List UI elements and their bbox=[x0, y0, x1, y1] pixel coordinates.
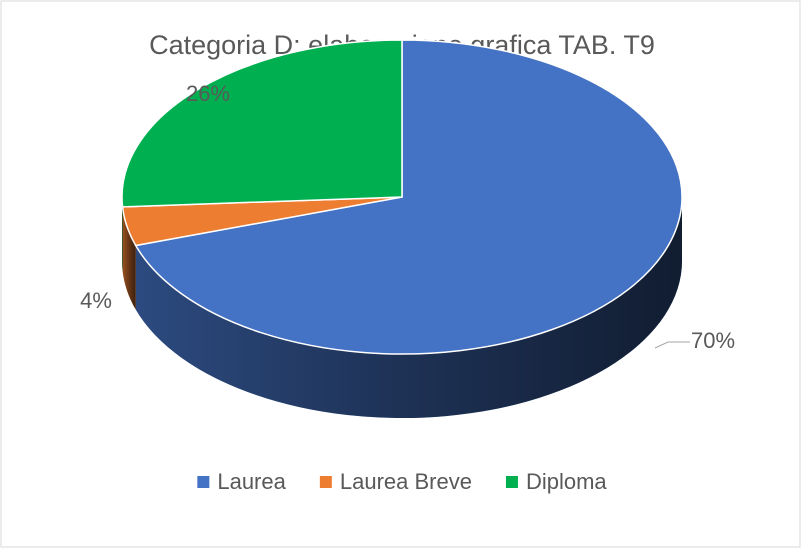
legend-label: Diploma bbox=[526, 469, 607, 494]
side-shade bbox=[122, 206, 136, 310]
legend-label: Laurea bbox=[217, 469, 286, 494]
legend-marker bbox=[319, 476, 332, 488]
leader-line bbox=[654, 341, 690, 349]
data-label: 4% bbox=[80, 288, 112, 313]
legend-marker bbox=[505, 476, 518, 488]
side-shade bbox=[135, 197, 683, 418]
slice bbox=[134, 39, 683, 355]
legend-marker bbox=[197, 476, 210, 488]
data-label: 26% bbox=[186, 81, 230, 106]
data-label: 70% bbox=[691, 328, 735, 353]
side-shade bbox=[122, 197, 123, 271]
slice bbox=[121, 39, 403, 208]
legend-label: Laurea Breve bbox=[340, 469, 472, 494]
